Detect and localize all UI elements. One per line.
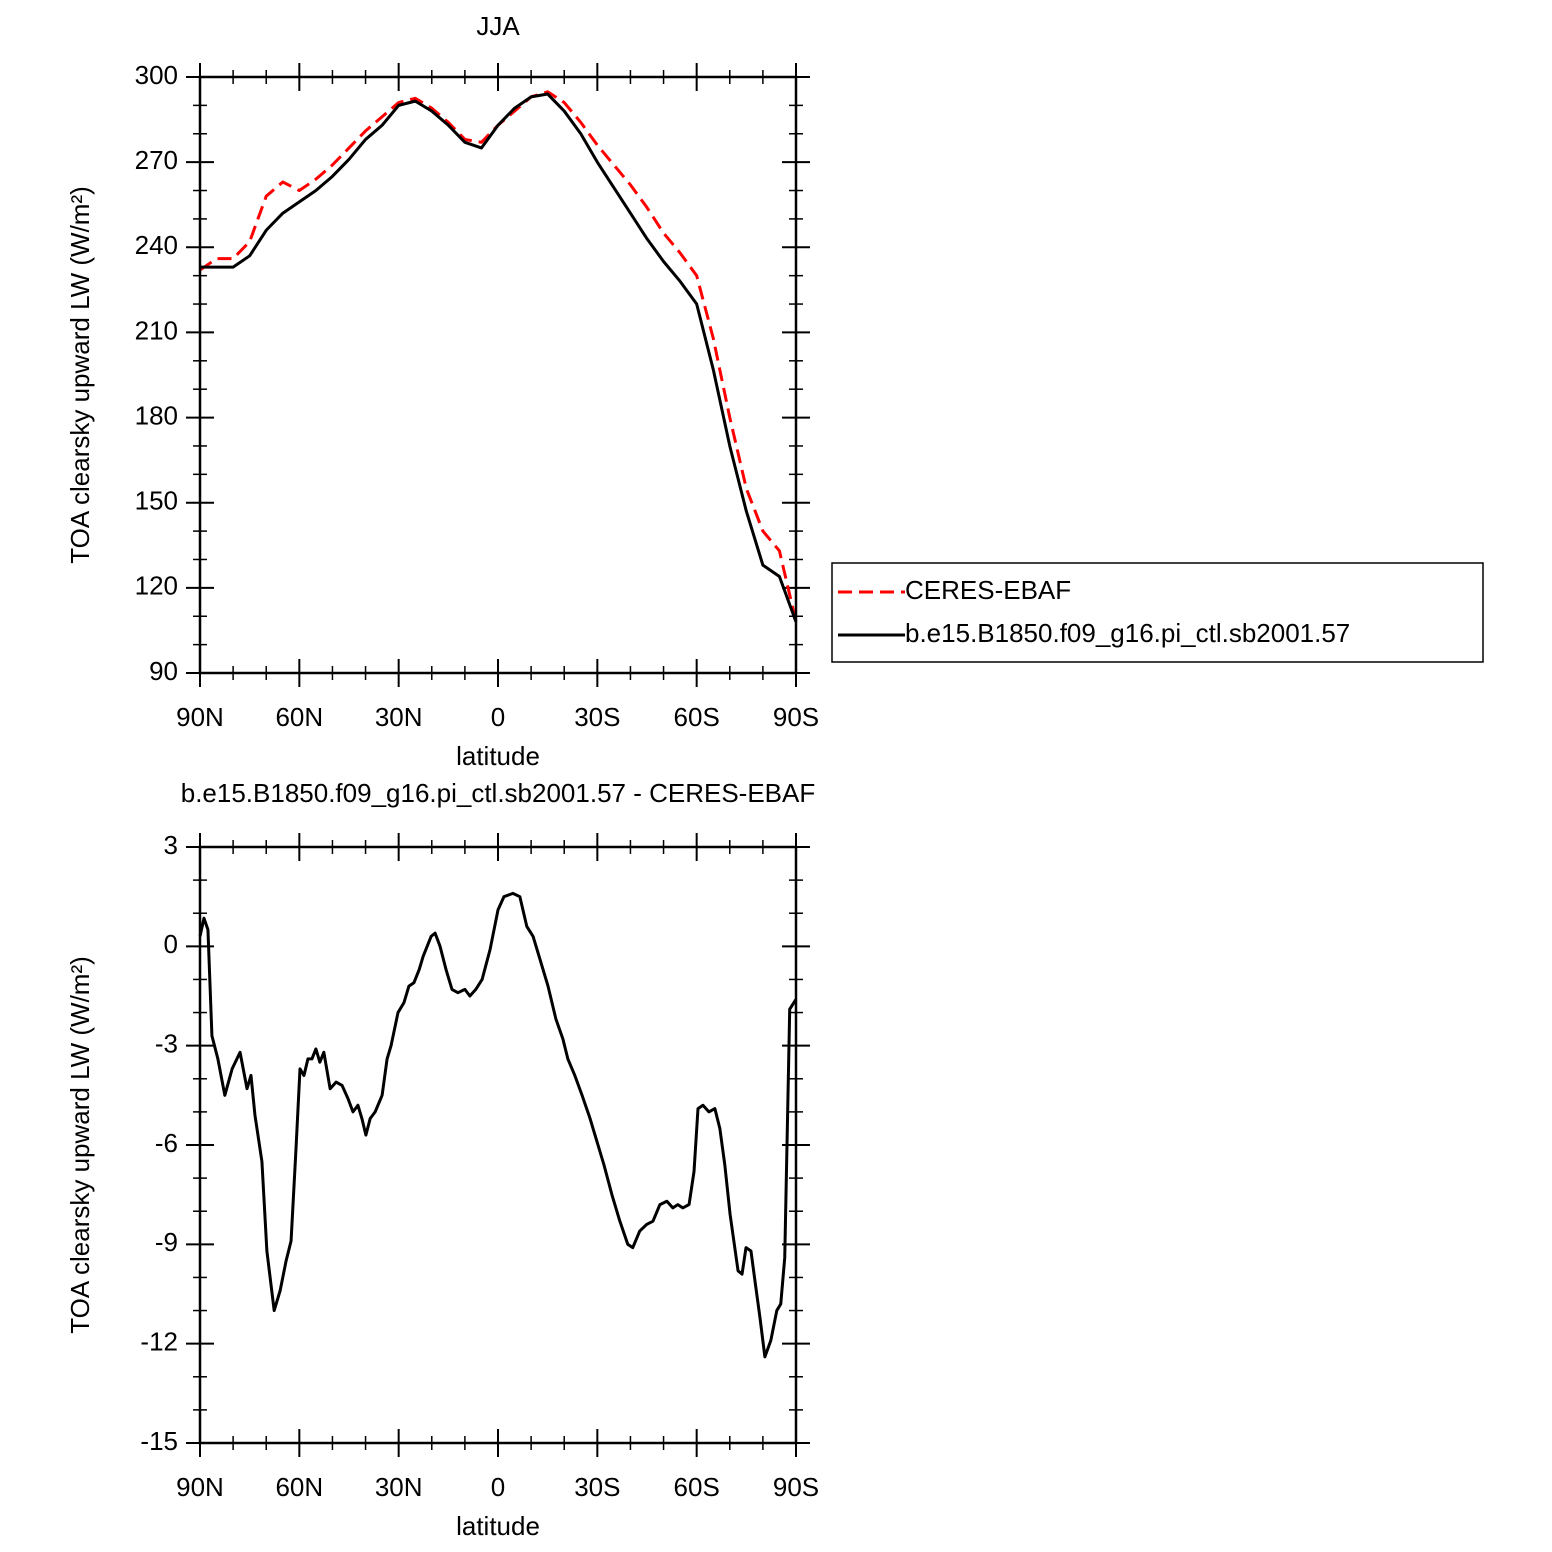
x-tick-label: 30S [574,1472,620,1502]
y-tick-label: 3 [164,830,178,860]
y-tick-label: 120 [135,571,178,601]
data-line [200,92,798,623]
y-tick-label: -3 [155,1029,178,1059]
x-tick-label: 60S [674,702,720,732]
x-axis-title: latitude [456,741,540,771]
x-tick-label: 30N [375,1472,423,1502]
y-tick-label: -15 [140,1426,178,1456]
legend-box [831,562,1484,663]
x-tick-label: 60N [275,1472,323,1502]
x-tick-label: 90S [773,702,819,732]
x-tick-label: 60S [674,1472,720,1502]
y-tick-label: -12 [140,1327,178,1357]
plot-frame [198,845,798,1445]
y-axis-title: TOA clearsky upward LW (W/m²) [65,186,95,564]
x-tick-label: 90N [176,1472,224,1502]
chart-title: JJA [476,11,520,41]
plot-frame [198,75,798,675]
data-line [198,891,798,1359]
x-tick-label: 0 [491,1472,505,1502]
x-tick-label: 60N [275,702,323,732]
x-tick-label: 30S [574,702,620,732]
y-axis-title: TOA clearsky upward LW (W/m²) [65,956,95,1334]
x-tick-label: 0 [491,702,505,732]
chart-title: b.e15.B1850.f09_g16.pi_ctl.sb2001.57 - C… [181,778,816,808]
y-tick-label: 300 [135,60,178,90]
y-tick-label: 0 [164,929,178,959]
legend-label: CERES-EBAF [905,575,1071,605]
legend-label: b.e15.B1850.f09_g16.pi_ctl.sb2001.57 [905,618,1350,648]
y-tick-label: 270 [135,145,178,175]
data-line [199,90,798,623]
y-tick-label: 150 [135,486,178,516]
y-tick-label: 210 [135,315,178,345]
y-tick-label: 90 [149,656,178,686]
x-tick-label: 90S [773,1472,819,1502]
y-tick-label: -6 [155,1128,178,1158]
x-axis-title: latitude [456,1511,540,1541]
x-tick-label: 90N [176,702,224,732]
x-tick-label: 30N [375,702,423,732]
y-tick-label: 240 [135,230,178,260]
y-tick-label: 180 [135,400,178,430]
y-tick-label: -9 [155,1227,178,1257]
